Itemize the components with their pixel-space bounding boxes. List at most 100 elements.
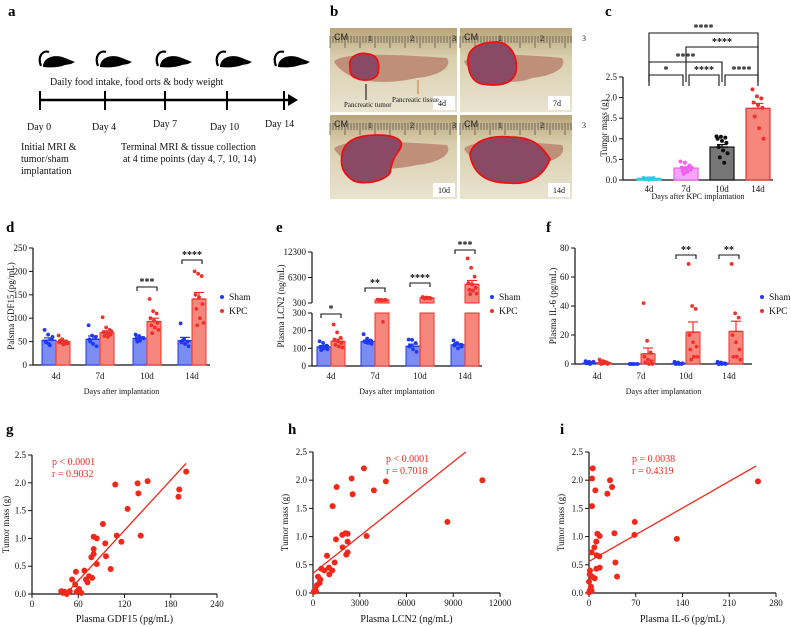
data-point [73,588,80,595]
data-point [690,304,695,308]
x-tick-label: 140 [676,598,690,608]
significance-bracket [648,61,723,82]
daily-measurements-text: Daily food intake, food orts & body weig… [50,77,224,88]
data-point [718,134,723,139]
category-label: 14d [458,371,472,381]
bar-lower [419,312,435,367]
x-tick-label: 6000 [398,598,417,608]
data-point [102,540,109,547]
chart-tumor-mass: 0.00.51.01.52.02.54d 7d 10d 14d************… [599,23,773,201]
x-tick-label: 240 [210,599,224,609]
data-point [176,486,183,493]
category-label: 7d [371,371,381,381]
data-point [195,323,200,328]
photo-day-box [548,183,570,197]
significance-label: * [329,304,334,315]
y-tick-label: 0.5 [15,561,27,571]
ruler-mark: 3 [582,34,586,43]
data-point [343,551,350,558]
data-point [81,567,88,574]
category-label: 7d [682,184,692,194]
panel-label-f: f [546,220,552,236]
y-tick-label: 200 [293,326,307,336]
data-point [468,292,473,296]
data-point [737,347,742,352]
significance-label: **** [694,65,714,76]
significance-label: ** [681,245,691,256]
data-point [335,330,340,335]
stat-annotation: p = 0.0038 [632,454,675,465]
data-point [465,256,470,261]
data-point [61,342,66,347]
data-point [152,325,157,330]
data-point [687,333,692,337]
data-point [99,520,106,527]
x-tick-label: 0 [587,598,592,608]
y-tick-label: 1.5 [606,113,618,123]
data-point [759,96,764,101]
data-point [382,478,389,485]
bar [709,146,735,181]
data-point [369,342,374,346]
regression-line [588,465,757,562]
data-point [100,315,105,320]
data-point [734,340,738,345]
x-tick-label: 0 [30,599,35,609]
significance-bracket [454,249,476,254]
mouse-icon [38,50,75,68]
x-axis-label: Days after implantation [626,387,702,396]
axes [588,452,776,594]
data-point [731,354,736,359]
data-point [88,339,93,344]
data-point [725,151,730,156]
photo-day-box [548,96,570,110]
significance-label: *** [140,277,155,288]
data-point [479,477,486,484]
data-point [689,357,694,362]
y-tick-label: 200 [14,266,28,276]
data-point [72,568,79,575]
data-point [607,477,614,484]
data-point [147,297,152,301]
significance-bracket [364,287,386,292]
y-tick-label: 0 [23,360,28,370]
data-point [589,465,596,472]
data-point [691,354,696,359]
data-point [46,332,51,337]
data-point [414,349,419,354]
data-point [695,354,700,359]
data-point [59,589,66,596]
panel-label-c: c [605,4,612,20]
tumor-photo: CM 1 2 3 14d [459,115,586,199]
data-point [93,535,100,542]
data-point [641,301,646,305]
photo-day-label: 4d [438,99,446,108]
mouse-body [100,56,132,68]
data-point [104,325,109,330]
significance-bracket [688,74,720,86]
data-point [729,262,734,266]
x-axis-label: Plasma GDF15 (pg/mL) [76,614,173,625]
mouse-icon [155,50,192,68]
data-point [326,571,333,578]
significance-bracket [724,74,759,86]
mouse-body [220,56,252,68]
data-point [84,579,91,586]
mouse-tail [215,50,227,67]
significance-bracket [675,254,697,259]
category-label: 14d [722,371,736,381]
data-point [451,338,456,343]
data-point [720,138,724,143]
legend-marker [760,309,764,313]
y-tick-label: 20 [560,330,570,340]
data-point [757,126,762,131]
tumor-photo: CM 1 2 3 7d [459,28,586,112]
data-point [472,274,477,279]
data-point [588,549,595,556]
regression-line [312,451,467,574]
mouse-tail [38,50,50,67]
tumor-outline [467,41,518,86]
data-point [91,342,95,346]
data-point [611,530,618,537]
data-point [331,322,336,327]
